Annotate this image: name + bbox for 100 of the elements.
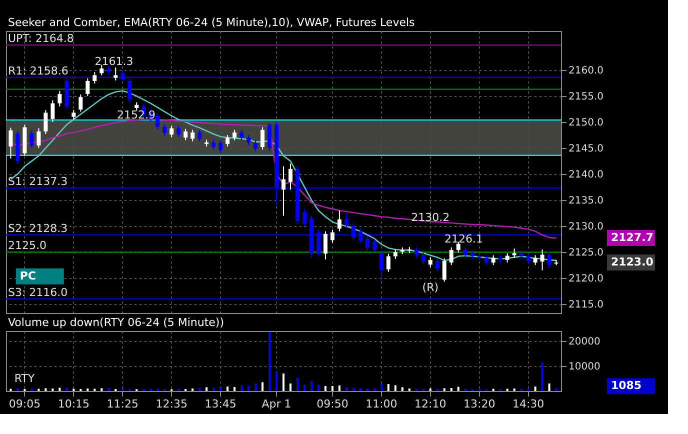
candlestick: [505, 252, 510, 264]
candlestick: [254, 140, 258, 152]
bar: [226, 386, 229, 391]
bar: [373, 388, 376, 391]
y-tick-label: 2115.0: [568, 300, 604, 311]
candlestick: [435, 258, 440, 272]
y-tick-label: 20000: [568, 336, 600, 348]
candlestick: [442, 258, 446, 282]
candlestick: [547, 252, 552, 268]
x-tick-label: 13:20: [463, 398, 496, 410]
ref-line-label: UPT: 2164.8: [8, 32, 74, 46]
bar: [303, 384, 306, 391]
candlestick: [393, 249, 398, 260]
bar: [282, 374, 284, 391]
bar: [534, 386, 536, 391]
candlestick: [414, 246, 418, 258]
text: 2127.7: [610, 230, 654, 244]
candlestick: [344, 212, 348, 229]
x-tick-label: 10:15: [58, 398, 90, 410]
candlestick: [302, 208, 306, 227]
candlestick: [365, 235, 370, 252]
candlestick: [323, 230, 328, 260]
candlestick: [288, 163, 292, 190]
candlestick: [316, 229, 320, 257]
candlestick: [246, 134, 251, 146]
y-tick-label: 2120.0: [568, 274, 604, 285]
candlestick: [162, 124, 167, 136]
candlestick: [512, 248, 516, 258]
bar: [443, 388, 446, 391]
y-tick-label: 10000: [568, 362, 600, 372]
bar: [352, 388, 354, 391]
bar: [338, 386, 340, 391]
bar: [100, 388, 103, 391]
chart-title: Volume up down(RTY 06-24 (5 Minute)): [8, 316, 224, 329]
x-tick-label: 09:05: [8, 398, 41, 410]
candlestick: [36, 128, 41, 149]
bar: [16, 388, 19, 391]
bar: [276, 372, 278, 391]
bar: [555, 388, 558, 391]
candlestick: [86, 78, 90, 97]
bar: [262, 382, 264, 391]
bar: [324, 386, 326, 391]
candlestick: [484, 254, 488, 266]
ref-line-label: R1: 2158.6: [8, 64, 68, 78]
annotation: 2126.1: [444, 232, 483, 246]
candlestick: [533, 254, 538, 266]
bar: [331, 386, 334, 391]
candlestick: [8, 127, 13, 159]
bar: [387, 384, 390, 391]
x-tick-label: 11:25: [106, 398, 138, 410]
candlestick: [268, 122, 272, 152]
x-tick-label: Apr 1: [262, 398, 292, 410]
candlestick: [282, 166, 286, 216]
candlestick: [456, 241, 460, 254]
bar: [234, 387, 236, 391]
y-tick-label: 2150.0: [568, 118, 604, 129]
candlestick: [156, 112, 160, 130]
candlestick: [358, 228, 362, 244]
bar: [317, 384, 320, 391]
bar: [220, 388, 222, 391]
text: 1085: [610, 379, 642, 392]
candlestick: [232, 129, 237, 141]
candlestick: [491, 254, 496, 266]
candlestick: [449, 246, 454, 266]
y-tick-label: 2140.0: [568, 170, 604, 181]
bar: [450, 388, 452, 391]
candlestick: [240, 129, 244, 141]
candlestick: [128, 78, 132, 104]
y-tick-label: 2125.0: [568, 248, 604, 259]
candlestick: [226, 134, 230, 148]
bar: [206, 387, 208, 391]
x-tick-label: 12:35: [156, 398, 188, 410]
candlestick: [386, 253, 390, 272]
bar: [248, 386, 250, 391]
candlestick: [198, 129, 202, 142]
text: 2123.0: [610, 256, 654, 269]
x-tick-label: 11:00: [366, 398, 398, 410]
bar: [58, 388, 61, 391]
chart-title: Seeker and Comber, EMA(RTY 06-24 (5 Minute),10), VWAP, Futures Levels: [8, 16, 416, 29]
candlestick: [92, 72, 97, 84]
candlestick: [330, 229, 334, 244]
candlestick: [421, 252, 426, 265]
bar: [289, 384, 292, 391]
candlestick: [170, 125, 174, 138]
bar: [394, 385, 396, 391]
candlestick: [351, 223, 356, 241]
candlestick: [190, 129, 195, 142]
candlestick: [337, 210, 342, 232]
annotation: RTY: [14, 372, 35, 385]
annotation: 2161.3: [94, 55, 134, 68]
ref-line-label: S1: 2137.3: [8, 175, 68, 188]
annotation: PC: [20, 269, 36, 282]
candlestick: [58, 90, 62, 107]
candlestick: [379, 250, 384, 282]
bar: [401, 387, 404, 391]
candlestick: [120, 70, 125, 82]
candlestick: [184, 128, 188, 141]
x-tick-label: 12:10: [414, 398, 446, 410]
bar: [541, 362, 544, 391]
bar: [345, 387, 348, 391]
